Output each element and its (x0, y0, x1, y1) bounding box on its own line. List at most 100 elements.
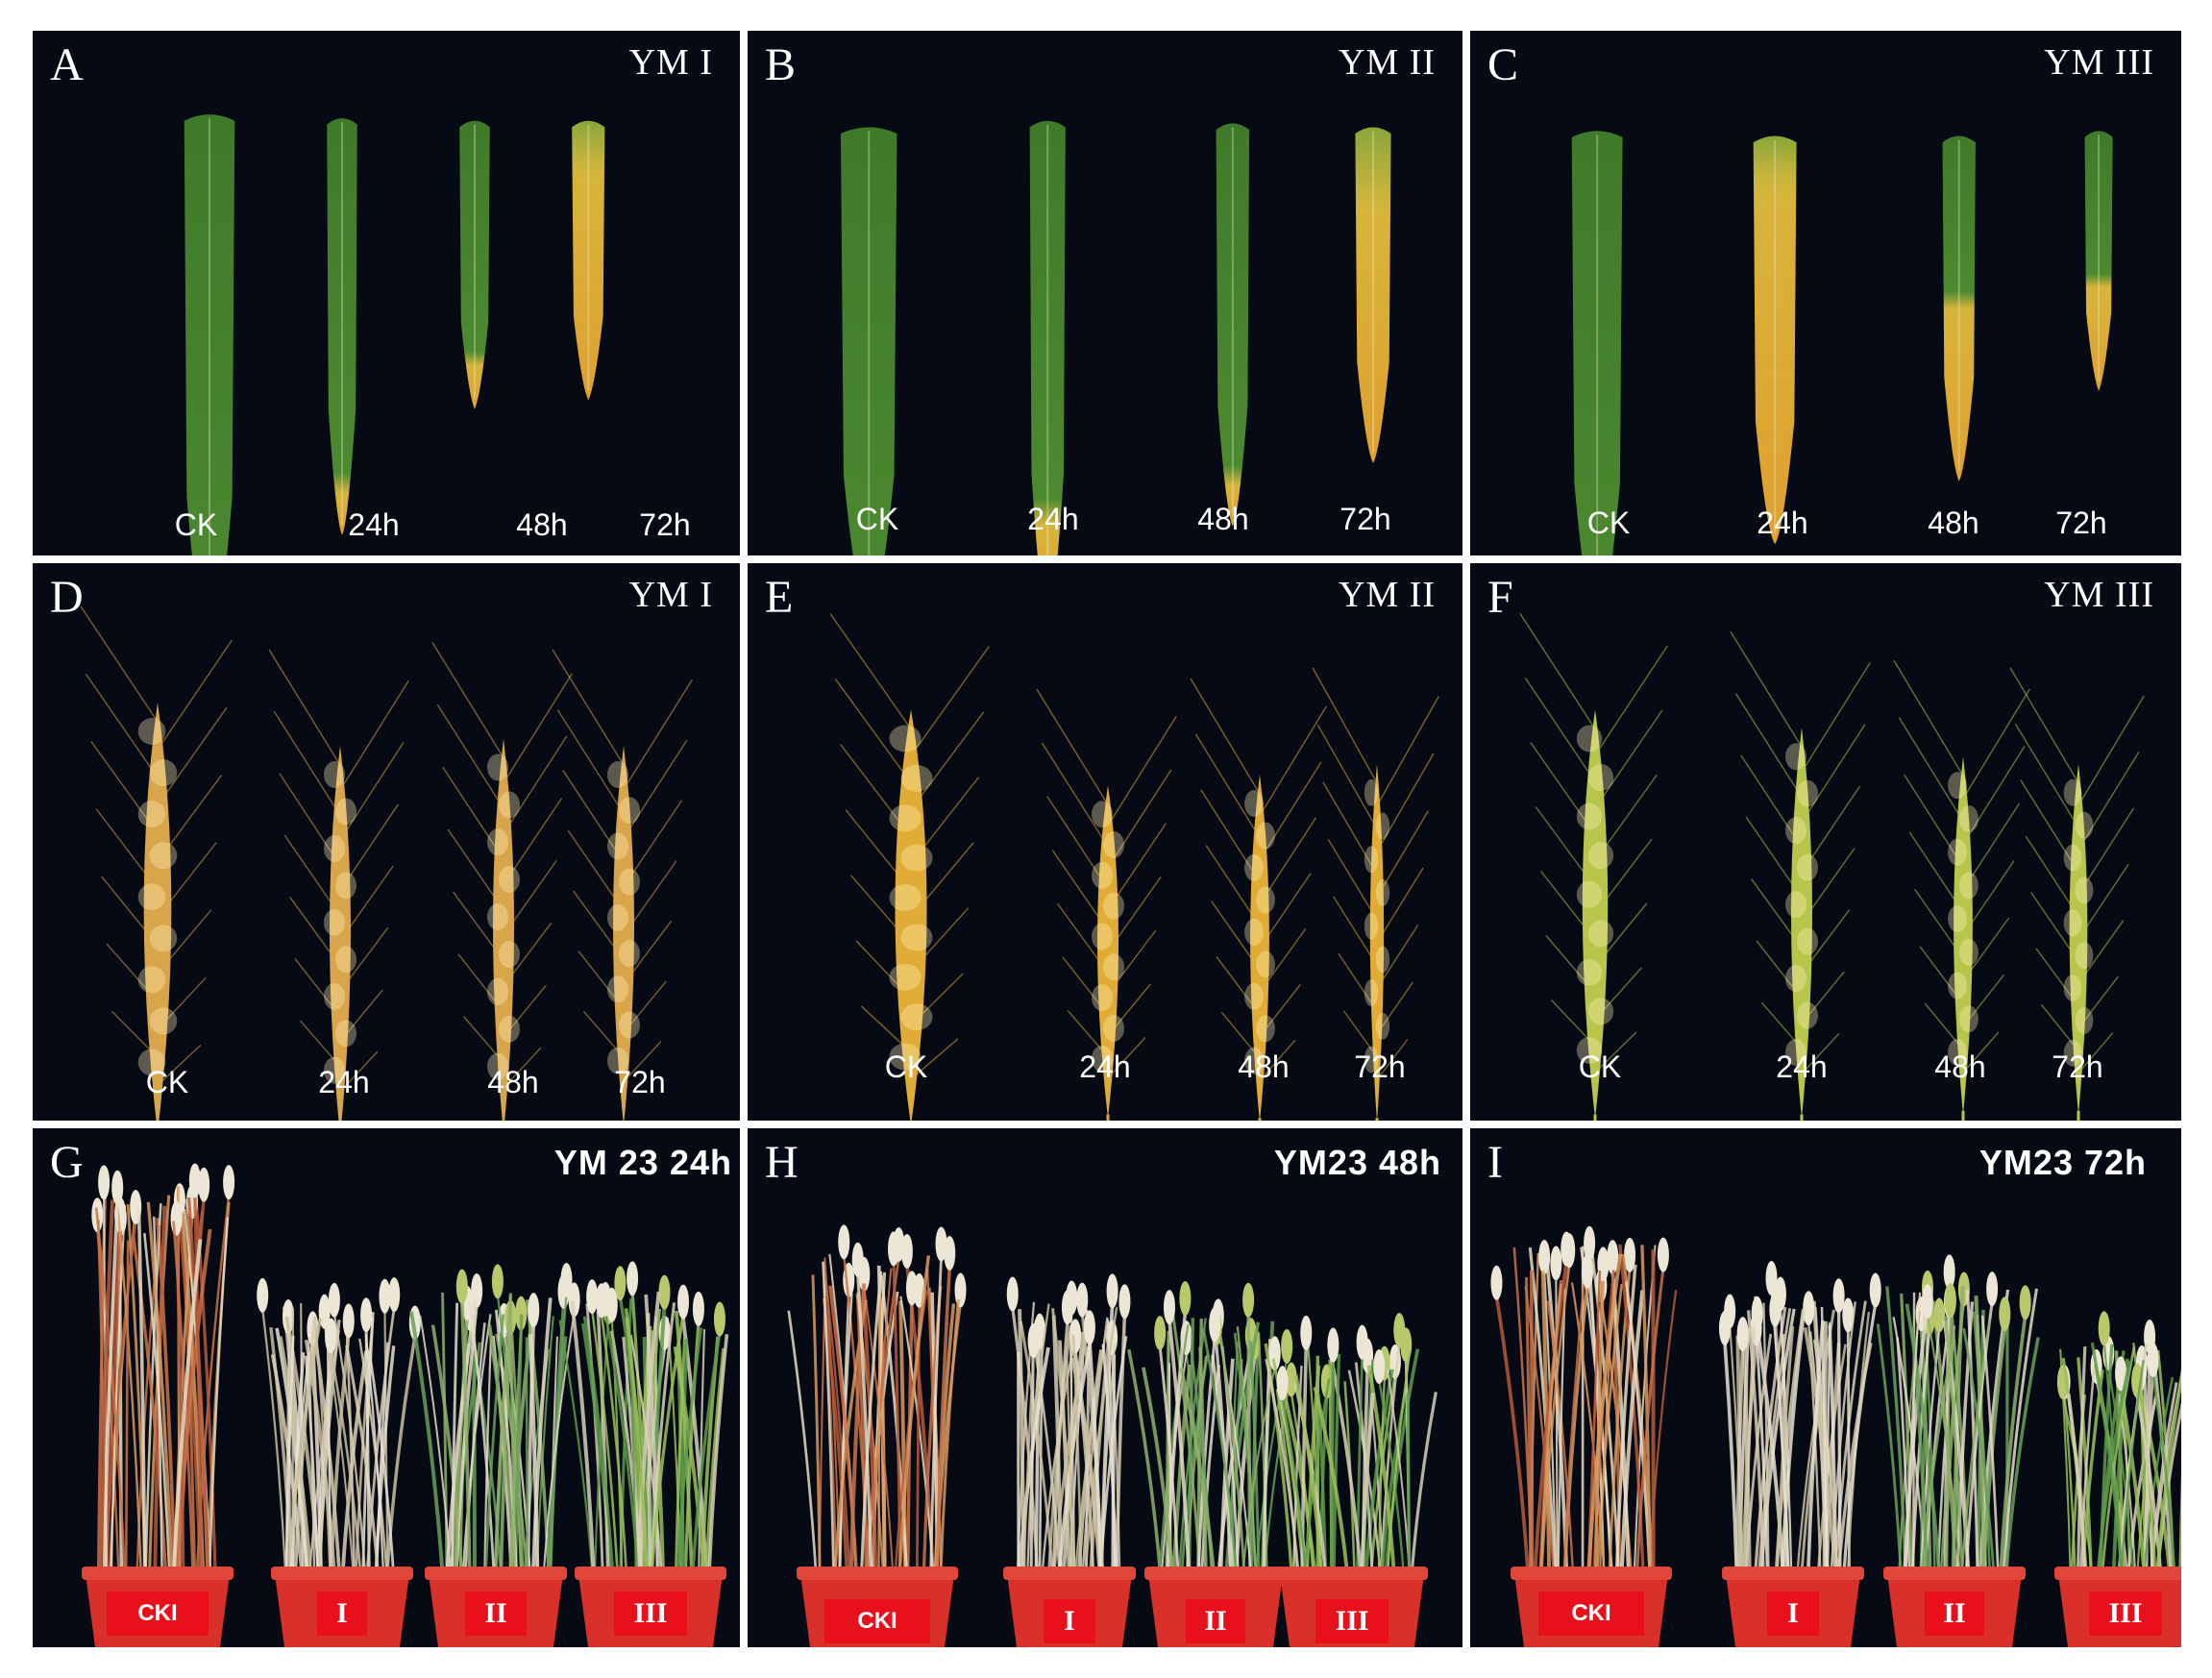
stem (1088, 1341, 1103, 1581)
awn (834, 679, 912, 783)
stem (1723, 1341, 1739, 1581)
pot-label-iii: III (614, 1592, 687, 1636)
stem (171, 1239, 203, 1581)
stem (345, 1337, 356, 1581)
awn (339, 1050, 379, 1093)
wheat-head (1943, 1254, 1955, 1290)
stem (2142, 1376, 2175, 1581)
awn (1904, 774, 1964, 868)
stem (2154, 1368, 2181, 1581)
stem (698, 1329, 706, 1581)
stem (2120, 1360, 2145, 1581)
stem (1281, 1395, 1308, 1581)
wheat-head (455, 1269, 468, 1304)
stem (706, 1334, 729, 1581)
spike (330, 746, 351, 1121)
stem (193, 1194, 204, 1581)
wheat-head (1582, 1253, 1594, 1289)
stem (590, 1310, 620, 1581)
stem (313, 1316, 332, 1581)
stem (860, 1277, 878, 1581)
leaf (1942, 136, 1976, 481)
wheat-head (627, 1261, 639, 1296)
awn (1107, 715, 1177, 827)
wheat-head (257, 1277, 269, 1313)
stem (897, 1255, 931, 1581)
awn (273, 710, 341, 816)
wheat-head (360, 1297, 373, 1333)
stem (1836, 1343, 1873, 1581)
wheat-head (2115, 1356, 2127, 1392)
awn (1924, 1002, 1964, 1050)
treatment-label-ck: CK (1578, 1049, 1622, 1084)
stem (307, 1342, 316, 1581)
stem (136, 1210, 147, 1581)
wheat-head (1563, 1233, 1576, 1269)
awn (1194, 733, 1261, 839)
stem (383, 1309, 389, 1581)
awn (1734, 693, 1803, 798)
stem (828, 1285, 859, 1581)
treatment-label-24h: 24h (318, 1065, 370, 1099)
stem (646, 1313, 652, 1581)
stem (1595, 1283, 1624, 1581)
pot-label-iii: III (2089, 1592, 2162, 1636)
leaf (184, 114, 235, 555)
stem (1919, 1339, 1955, 1581)
treatment-label-ck: CK (145, 1065, 189, 1099)
awn (1376, 1039, 1409, 1080)
stem (2151, 1372, 2176, 1581)
treatment-label-48h: 48h (1934, 1049, 1986, 1084)
stem (483, 1314, 505, 1581)
panel-f: F YM III CK 24h 48h 72h (1470, 563, 2181, 1121)
panel-tag: YM 23 24h (553, 1143, 732, 1182)
wheat-head (491, 1264, 504, 1299)
stem (675, 1327, 703, 1581)
stem (329, 1334, 351, 1581)
wheat-head (515, 1296, 528, 1331)
stem (1127, 1348, 1163, 1581)
stem (1265, 1358, 1301, 1581)
panel-e: E YM II CK 24h 48h 72h (748, 563, 1462, 1121)
leaf (1216, 123, 1250, 527)
stem (1034, 1353, 1062, 1581)
panel-letter: I (1487, 1137, 1503, 1188)
pot-label-ii: II (465, 1592, 527, 1636)
stem (365, 1307, 396, 1581)
stem (1084, 1307, 1118, 1581)
wheat-head (1076, 1282, 1089, 1318)
leaf (840, 127, 897, 555)
stem (1876, 1323, 1904, 1581)
stem (859, 1271, 883, 1581)
stem (596, 1311, 610, 1581)
stem (1019, 1320, 1055, 1581)
panel-tag: YM I (628, 42, 713, 83)
stem (493, 1293, 513, 1581)
stem (558, 1320, 595, 1581)
panel-a: A YM I CK 24h 48h 72h (33, 31, 740, 555)
stem (329, 1348, 363, 1581)
stem (1755, 1326, 1786, 1581)
awn (1376, 981, 1413, 1035)
stem (1770, 1291, 1790, 1581)
awn (1259, 817, 1317, 905)
leaf (459, 120, 490, 409)
awn (442, 766, 504, 860)
stem (103, 1220, 137, 1581)
wheat-head (388, 1277, 401, 1313)
stem (156, 1218, 177, 1581)
stem (1980, 1315, 2001, 1581)
stem (1926, 1314, 1962, 1581)
wheat-head (1083, 1310, 1095, 1345)
stem (146, 1201, 174, 1581)
panel-letter: F (1487, 572, 1513, 623)
leaf (1571, 131, 1623, 555)
wheat-head (1268, 1336, 1281, 1371)
stem (2078, 1369, 2096, 1581)
panel-d: D YM I CK 24h 48h 72h (33, 563, 740, 1121)
awn (503, 673, 573, 784)
stem (1585, 1253, 1623, 1581)
stem (2066, 1393, 2088, 1581)
awn (1519, 613, 1596, 729)
awn (1801, 1032, 1840, 1074)
